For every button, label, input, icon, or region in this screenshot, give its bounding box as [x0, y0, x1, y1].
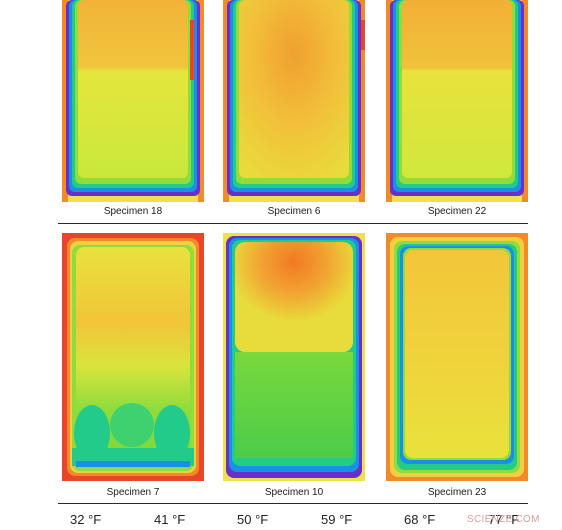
temp-label-50: 50 °F — [237, 512, 269, 527]
thermal-image-specimen-7 — [62, 233, 204, 481]
bottom-row-divider — [58, 503, 528, 504]
temp-label-41: 41 °F — [154, 512, 186, 527]
specimen-22-label: Specimen 22 — [427, 206, 487, 217]
thermal-image-specimen-6 — [223, 0, 365, 202]
temp-label-77: 77 °F — [488, 512, 520, 527]
specimen-18-label: Specimen 18 — [103, 206, 163, 217]
temp-label-68: 68 °F — [404, 512, 436, 527]
thermal-image-specimen-18 — [62, 0, 204, 202]
specimen-7-label: Specimen 7 — [106, 487, 160, 498]
top-row-divider — [58, 223, 528, 224]
temp-label-59: 59 °F — [321, 512, 353, 527]
specimen-23-label: Specimen 23 — [427, 487, 487, 498]
temp-label-32: 32 °F — [70, 512, 102, 527]
specimen-6-label: Specimen 6 — [267, 206, 321, 217]
specimen-10-label: Specimen 10 — [264, 487, 324, 498]
thermal-image-specimen-23 — [386, 233, 528, 481]
thermal-image-specimen-10 — [223, 233, 365, 481]
thermal-image-specimen-22 — [386, 0, 528, 202]
watermark: SCIENZE.COM — [467, 514, 540, 525]
